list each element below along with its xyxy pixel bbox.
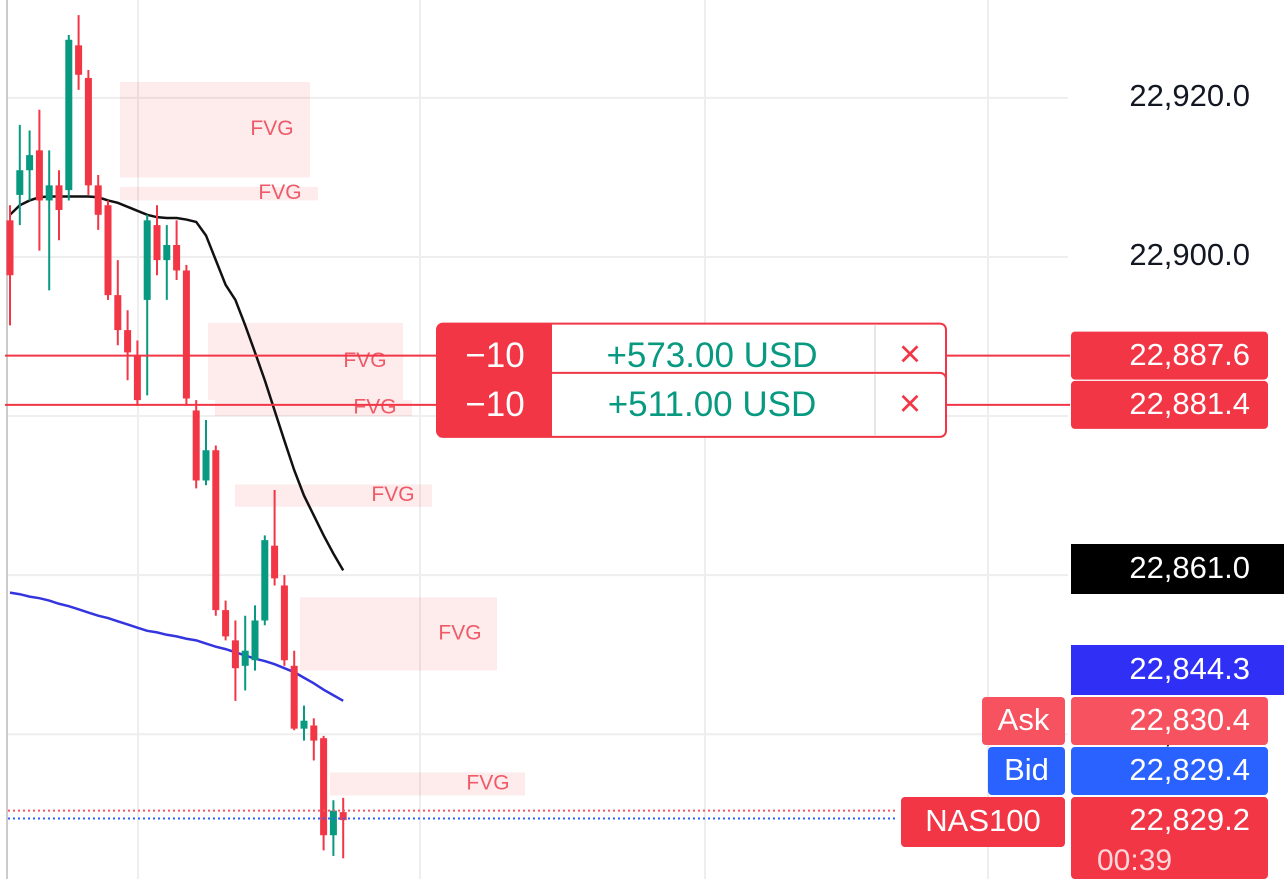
fvg-label: FVG [343, 349, 386, 372]
candle-body [55, 185, 63, 211]
fvg-zone [300, 597, 497, 671]
candle-body [6, 220, 14, 276]
position-close[interactable]: × [899, 334, 921, 376]
fvg-label: FVG [438, 622, 481, 645]
candle-body [153, 225, 161, 261]
y-tick-label: 22,900.0 [1129, 237, 1250, 272]
fvg-zone [120, 186, 318, 201]
quote-value: 22,829.4 [1129, 752, 1250, 787]
position-quantity: −10 [465, 336, 524, 375]
price-tag-label: 22,881.4 [1129, 386, 1250, 421]
candle-body [163, 245, 171, 261]
price-tag-label: 22,861.0 [1129, 550, 1250, 585]
candle-body [300, 720, 308, 729]
price-tag [1071, 331, 1268, 380]
candle-body [65, 39, 73, 191]
candle-body [231, 640, 239, 669]
candle-body [310, 725, 318, 741]
quote-name-tag [982, 697, 1065, 745]
candle-body [339, 812, 347, 821]
vertical-grid [137, 0, 989, 879]
fvg-zone [120, 81, 310, 178]
candle-body [271, 545, 279, 579]
fvg-zone [330, 772, 525, 796]
candle-body [202, 450, 210, 481]
candle-body [133, 355, 141, 401]
quote-name-tag [988, 747, 1065, 795]
position-pnl: +573.00 USD [606, 336, 817, 375]
position-pnl: +511.00 USD [608, 385, 817, 424]
quote-name: Ask [998, 702, 1050, 737]
candle-body [84, 77, 92, 186]
candle-body [182, 270, 190, 399]
candle-body [94, 185, 102, 215]
candle-body [114, 295, 122, 331]
quote-value-tag [1071, 697, 1268, 745]
fvg-label: FVG [466, 771, 509, 794]
position-widget[interactable]: −10 +573.00 USD × [436, 322, 947, 389]
quote-name: NAS100 [925, 803, 1040, 838]
candle-body [241, 650, 249, 666]
price-tag-label: 22,887.6 [1129, 337, 1250, 372]
quote-value-tag [1071, 797, 1268, 879]
price-tag [1071, 645, 1284, 695]
candle-body [192, 410, 200, 481]
position-quantity: −10 [465, 385, 524, 424]
countdown: 00:39 [1097, 844, 1172, 877]
price-tag-label: 22,844.3 [1129, 651, 1250, 686]
fvg-label: FVG [371, 483, 414, 506]
candle-body [261, 540, 269, 621]
candle-body [35, 150, 43, 201]
fvg-label: FVG [258, 181, 301, 204]
price-tag [1071, 544, 1284, 594]
fvg-label: FVG [250, 117, 293, 140]
quote-value: 22,829.2 [1129, 802, 1250, 837]
quote-name: Bid [1004, 752, 1049, 787]
candle-body [26, 155, 34, 171]
fvg-zone [208, 322, 403, 401]
qty-box [437, 323, 552, 388]
candle-body [124, 330, 132, 353]
position-widget[interactable]: −10 +511.00 USD × [436, 371, 947, 438]
candle-body [104, 205, 112, 296]
fvg-label: FVG [353, 396, 396, 419]
candle-body [143, 220, 151, 300]
price-tag [1071, 380, 1268, 429]
candle-body [16, 170, 24, 195]
candle-body [75, 45, 83, 75]
candle-body [45, 185, 53, 201]
candle-body [280, 585, 288, 661]
position-close[interactable]: × [899, 383, 921, 425]
y-tick-label: 22,920.0 [1129, 78, 1250, 113]
quote-name-tag [901, 797, 1065, 847]
moving-average [9, 195, 345, 571]
qty-box [437, 372, 552, 437]
quote-value: 22,830.4 [1129, 702, 1250, 737]
fvg-zone [235, 484, 432, 507]
candle-body [320, 738, 328, 836]
candle-body [329, 810, 337, 836]
candle-body [212, 450, 220, 611]
candle-body [251, 620, 259, 661]
candle-body [173, 245, 181, 271]
candle-body [222, 610, 230, 637]
quote-value-tag [1071, 747, 1268, 795]
moving-average [9, 591, 344, 702]
candle-body [290, 665, 298, 729]
